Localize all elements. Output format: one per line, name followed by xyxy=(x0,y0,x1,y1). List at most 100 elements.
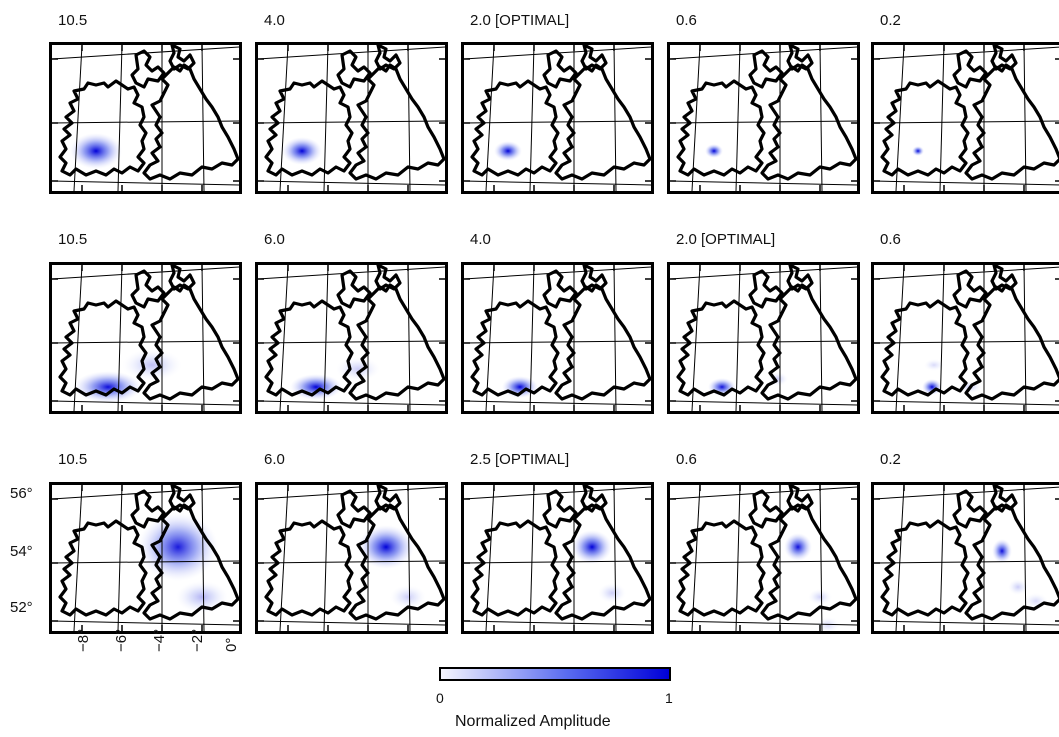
map-svg-r3c4 xyxy=(670,485,857,631)
amplitude-blob xyxy=(1008,579,1028,595)
coastline xyxy=(880,485,1059,621)
map-svg-r1c4 xyxy=(670,45,857,191)
coastline xyxy=(58,485,239,621)
panel-label-r2c3: 4.0 xyxy=(470,231,491,248)
map-svg-r2c4 xyxy=(670,265,857,411)
colorbar xyxy=(439,667,671,681)
x-tick-minus6: −6° xyxy=(113,628,130,652)
map-panel-r1c5 xyxy=(871,42,1059,194)
coastline xyxy=(264,485,445,621)
map-panel-r3c2 xyxy=(255,482,448,634)
frame-ticks xyxy=(874,265,1059,411)
coastline xyxy=(470,45,651,181)
map-svg-r2c3 xyxy=(464,265,651,411)
map-panel-r2c1 xyxy=(49,262,242,414)
panel-label-r3c2: 6.0 xyxy=(264,451,285,468)
coastline xyxy=(676,485,857,621)
coastline xyxy=(470,485,651,621)
colorbar-min-label: 0 xyxy=(436,690,444,706)
coastline xyxy=(264,265,445,401)
amplitude-blob xyxy=(598,583,626,603)
map-panel-r3c1 xyxy=(49,482,242,634)
map-panel-r3c5 xyxy=(871,482,1059,634)
frame-ticks xyxy=(670,485,857,631)
amplitude-blob xyxy=(924,359,944,371)
panel-label-r3c4: 0.6 xyxy=(676,451,697,468)
x-tick-0: 0° xyxy=(223,637,240,652)
x-tick-minus8: −8° xyxy=(75,628,92,652)
panel-label-r1c1: 10.5 xyxy=(58,12,88,29)
coastline xyxy=(880,265,1059,401)
amplitude-blob xyxy=(494,141,522,161)
panel-label-r3c1: 10.5 xyxy=(58,451,88,468)
y-tick-54: 54° xyxy=(10,543,33,560)
map-panel-r2c5 xyxy=(871,262,1059,414)
map-svg-r3c2 xyxy=(258,485,445,631)
x-tick-minus2: −2° xyxy=(189,628,206,652)
map-svg-r3c5 xyxy=(874,485,1059,631)
amplitude-blob xyxy=(390,585,426,609)
panel-label-r2c1: 10.5 xyxy=(58,231,88,248)
colorbar-max-label: 1 xyxy=(665,690,673,706)
map-svg-r1c2 xyxy=(258,45,445,191)
frame-ticks xyxy=(258,485,445,631)
panel-label-r2c5: 0.6 xyxy=(880,231,901,248)
coastline xyxy=(58,265,239,401)
map-panel-r1c2 xyxy=(255,42,448,194)
frame-ticks xyxy=(52,265,239,411)
x-tick-minus4: −4° xyxy=(151,628,168,652)
map-panel-r2c3 xyxy=(461,262,654,414)
map-svg-r2c5 xyxy=(874,265,1059,411)
graticule xyxy=(52,265,239,411)
map-panel-r2c4 xyxy=(667,262,860,414)
map-svg-r1c1 xyxy=(52,45,239,191)
coastline xyxy=(58,45,239,181)
frame-ticks xyxy=(874,485,1059,631)
frame-ticks xyxy=(52,45,239,191)
amplitude-blob xyxy=(808,589,832,605)
coastline xyxy=(880,45,1059,181)
map-panel-r1c1 xyxy=(49,42,242,194)
graticule xyxy=(874,45,1059,191)
coastline xyxy=(676,45,857,181)
amplitude-blob xyxy=(70,133,122,169)
amplitude-blob xyxy=(992,539,1012,563)
frame-ticks xyxy=(258,265,445,411)
coastline xyxy=(676,265,857,401)
map-svg-r2c2 xyxy=(258,265,445,411)
map-panel-r2c2 xyxy=(255,262,448,414)
panel-label-r2c2: 6.0 xyxy=(264,231,285,248)
y-tick-56: 56° xyxy=(10,485,33,502)
colorbar-title: Normalized Amplitude xyxy=(455,713,611,730)
map-panel-r1c4 xyxy=(667,42,860,194)
frame-ticks xyxy=(464,265,651,411)
amplitude-blob xyxy=(138,513,218,581)
map-svg-r1c5 xyxy=(874,45,1059,191)
frame-ticks xyxy=(258,45,445,191)
amplitude-blob xyxy=(705,144,723,158)
map-panel-r3c3 xyxy=(461,482,654,634)
map-svg-r3c1 xyxy=(52,485,239,631)
amplitude-blob xyxy=(912,146,924,156)
frame-ticks xyxy=(874,45,1059,191)
panel-label-r1c3: 2.0 [OPTIMAL] xyxy=(470,12,570,29)
map-svg-r1c3 xyxy=(464,45,651,191)
frame-ticks xyxy=(52,485,239,631)
amplitude-blob xyxy=(784,533,812,561)
panel-label-r2c4: 2.0 [OPTIMAL] xyxy=(676,231,776,248)
map-svg-r2c1 xyxy=(52,265,239,411)
frame-ticks xyxy=(670,45,857,191)
amplitude-blob xyxy=(282,137,322,165)
amplitude-blob xyxy=(176,581,228,613)
amplitude-blob xyxy=(122,349,182,381)
map-panel-r1c3 xyxy=(461,42,654,194)
coastline xyxy=(264,45,445,181)
amplitude-blob xyxy=(572,530,612,564)
frame-ticks xyxy=(670,265,857,411)
coastline xyxy=(470,265,651,401)
frame-ticks xyxy=(464,45,651,191)
panel-label-r3c3: 2.5 [OPTIMAL] xyxy=(470,451,570,468)
amplitude-blob xyxy=(74,371,142,403)
frame-ticks xyxy=(464,485,651,631)
y-tick-52: 52° xyxy=(10,599,33,616)
